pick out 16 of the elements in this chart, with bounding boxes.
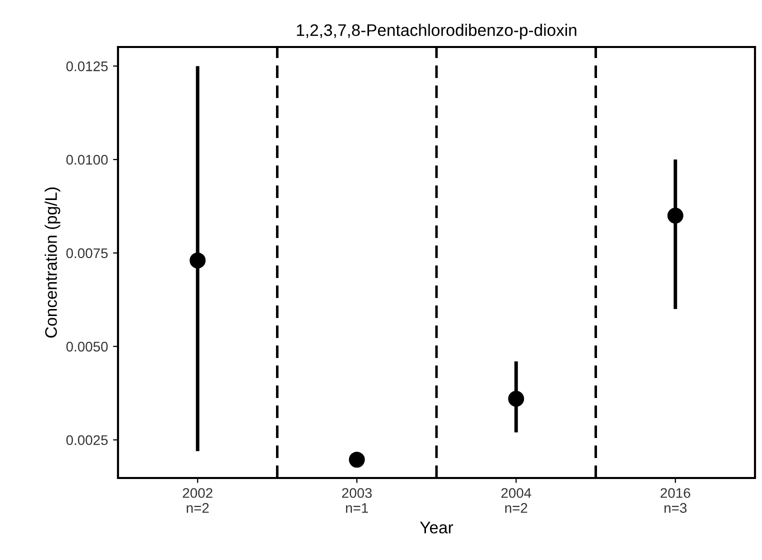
x-tick-label: 2004 n=2 xyxy=(501,488,532,513)
point xyxy=(508,390,524,407)
chart-title: 1,2,3,7,8-Pentachlorodibenzo-p-dioxin xyxy=(296,24,576,40)
y-tick-label: 0.0075 xyxy=(66,248,108,258)
x-tick-label: 2016 n=3 xyxy=(660,488,690,513)
x-tick-label: 2003 n=1 xyxy=(342,488,372,513)
x-tick-label: 2002 n=2 xyxy=(182,488,212,513)
point xyxy=(667,208,684,224)
y-tick-label: 0.0025 xyxy=(66,435,108,446)
y-tick-label: 0.0125 xyxy=(66,61,108,72)
point xyxy=(190,252,206,268)
y-tick-label: 0.0050 xyxy=(66,342,108,352)
point xyxy=(348,452,365,468)
y-axis-title: Concentration (pg/L) xyxy=(44,188,60,338)
y-tick-label: 0.0100 xyxy=(66,154,108,165)
x-axis-title: Year xyxy=(420,522,454,534)
